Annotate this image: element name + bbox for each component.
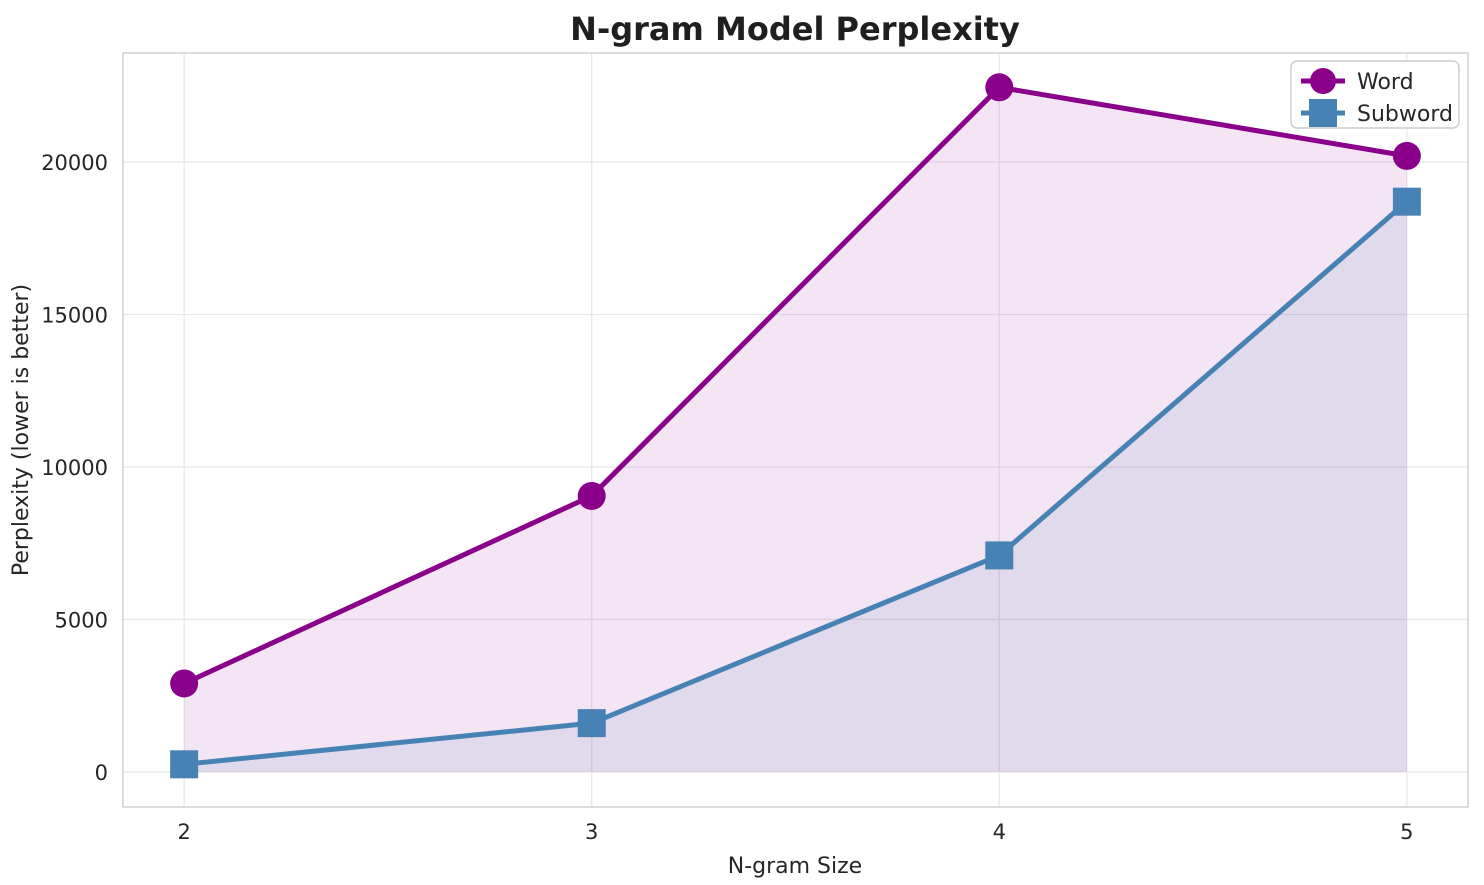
legend-subword-label: Subword xyxy=(1357,102,1453,127)
y-axis-label: Perplexity (lower is better) xyxy=(9,284,34,576)
legend-subword-marker-icon xyxy=(1309,99,1337,127)
word-series-line xyxy=(181,84,1410,686)
x-tick-label: 2 xyxy=(177,820,190,844)
word-data-point xyxy=(985,73,1014,102)
y-axis-tick-labels: 0 5000 10000 15000 20000 xyxy=(41,151,108,785)
x-tick-label: 3 xyxy=(585,820,598,844)
plot-area xyxy=(123,53,1468,807)
subword-data-point xyxy=(985,541,1014,570)
legend-item-subword: Subword xyxy=(1301,99,1453,127)
x-axis-label: N-gram Size xyxy=(728,854,862,879)
word-fill-area xyxy=(184,87,1407,772)
word-data-point xyxy=(1392,141,1421,170)
y-tick-label: 5000 xyxy=(55,608,108,632)
legend: Word Subword xyxy=(1290,60,1460,129)
word-data-point xyxy=(170,669,199,698)
y-tick-label: 15000 xyxy=(41,303,108,327)
legend-word-label: Word xyxy=(1357,70,1414,95)
y-tick-label: 10000 xyxy=(41,456,108,480)
x-tick-label: 5 xyxy=(1400,820,1413,844)
legend-word-marker-icon xyxy=(1310,68,1336,94)
x-tick-label: 4 xyxy=(993,820,1006,844)
plot-border xyxy=(122,52,1469,808)
series-lines xyxy=(181,84,1410,767)
legend-item-word: Word xyxy=(1301,68,1414,95)
subword-fill-area xyxy=(184,201,1407,772)
y-tick-label: 20000 xyxy=(41,151,108,175)
chart-title: N-gram Model Perplexity xyxy=(570,10,1020,48)
subword-series-line xyxy=(181,199,1410,767)
y-tick-label: 0 xyxy=(95,761,108,785)
x-axis-tick-labels: 2 3 4 5 xyxy=(177,820,1413,844)
subword-data-point xyxy=(1392,187,1421,216)
gridlines xyxy=(123,53,1468,807)
word-data-point xyxy=(577,481,606,510)
fill-areas xyxy=(184,87,1407,772)
subword-data-point xyxy=(170,750,199,779)
series-markers xyxy=(170,73,1421,779)
subword-data-point xyxy=(577,709,606,738)
